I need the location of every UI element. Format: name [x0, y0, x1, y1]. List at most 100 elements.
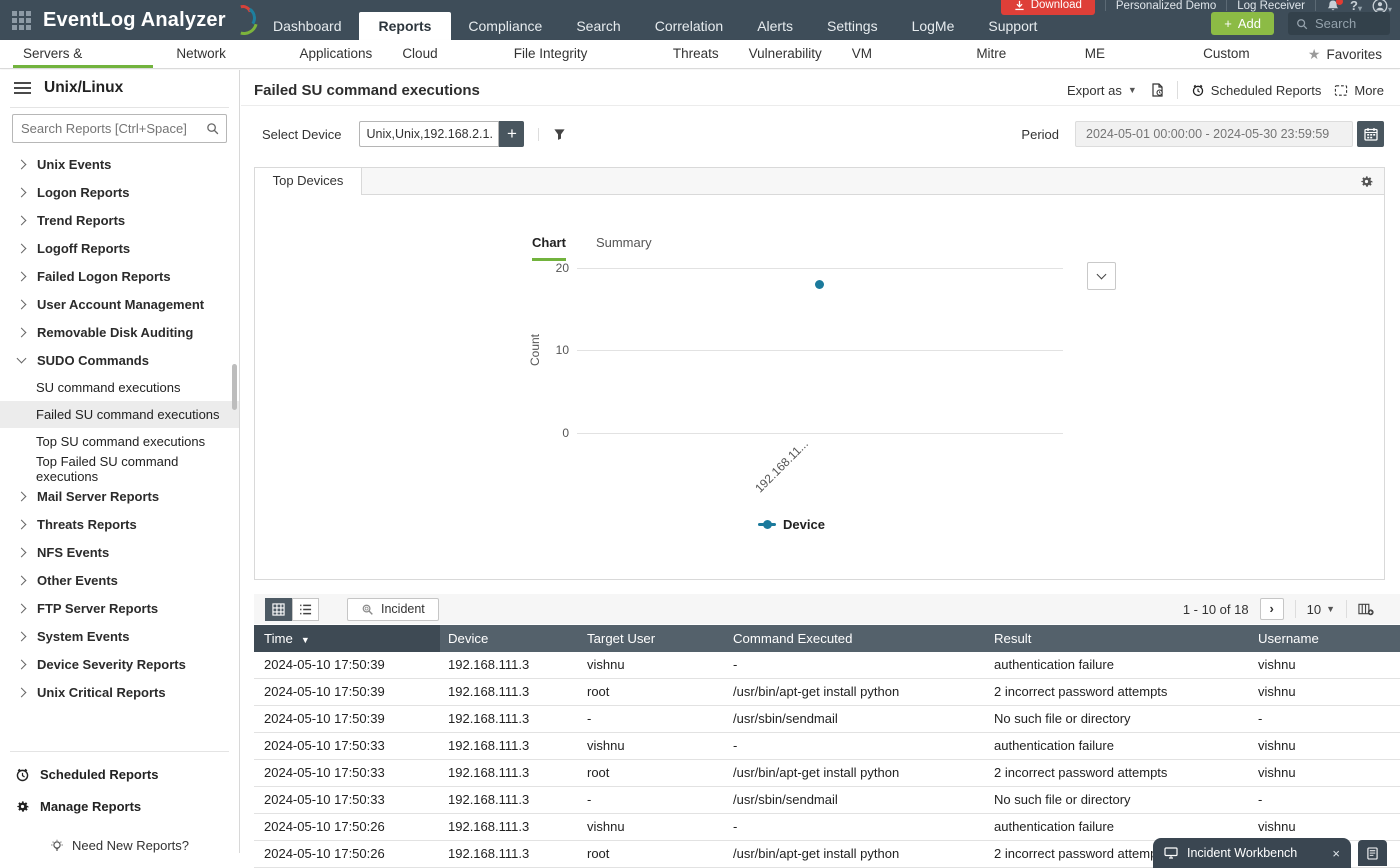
download-button[interactable]: Download	[1000, 0, 1095, 15]
sort-desc-icon: ▼	[300, 635, 310, 645]
sidebar-scrollbar[interactable]	[232, 364, 237, 410]
column-header-username[interactable]: Username	[1258, 631, 1319, 646]
subnav-applications[interactable]: Applications	[299, 46, 373, 61]
sidebar-item-failed-su-command-executions[interactable]: Failed SU command executions	[0, 401, 239, 428]
subnav-file-integrity-monitoring[interactable]: File Integrity Monitoring	[513, 46, 588, 88]
subnav-vm-management[interactable]: VM Management	[851, 46, 931, 88]
table-row[interactable]: 2024-05-10 17:50:33 192.168.111.3 root/usr…	[254, 760, 1400, 787]
need-new-reports-link[interactable]: Need New Reports?	[0, 838, 239, 853]
subnav-vulnerability[interactable]: Vulnerability	[748, 46, 822, 61]
calendar-button[interactable]	[1357, 121, 1384, 147]
table-row[interactable]: 2024-05-10 17:50:33 192.168.111.3-/usr/sb…	[254, 787, 1400, 814]
sidebar-item-ftp-server-reports[interactable]: FTP Server Reports	[0, 594, 239, 622]
sidebar-item-removable-disk-auditing[interactable]: Removable Disk Auditing	[0, 318, 239, 346]
filter-funnel-icon[interactable]	[538, 127, 566, 141]
subnav-mitre-attck[interactable]: Mitre ATT&CK	[976, 46, 1028, 88]
nav-dashboard[interactable]: Dashboard	[273, 18, 342, 34]
period-input[interactable]	[1075, 121, 1353, 147]
column-header-time[interactable]: Time ▼	[264, 631, 310, 646]
sidebar-scheduled-reports[interactable]: Scheduled Reports	[0, 760, 239, 788]
scheduled-reports-button[interactable]: Scheduled Reports	[1191, 83, 1321, 98]
subnav-servers-workstation[interactable]: Servers & Workstation	[8, 40, 161, 88]
subnav-custom-reports[interactable]: Custom Reports	[1203, 46, 1250, 88]
column-header-command-executed[interactable]: Command Executed	[733, 631, 853, 646]
column-header-target-user[interactable]: Target User	[587, 631, 656, 646]
sidebar-item-device-severity-reports[interactable]: Device Severity Reports	[0, 650, 239, 678]
add-device-button[interactable]: +	[499, 121, 525, 147]
apps-grid-icon[interactable]	[12, 10, 31, 30]
export-history-icon[interactable]	[1150, 83, 1164, 97]
search-icon[interactable]	[206, 122, 219, 135]
device-select-input[interactable]	[359, 121, 500, 147]
column-header-device[interactable]: Device	[448, 631, 489, 646]
table-row[interactable]: 2024-05-10 17:50:39 192.168.111.3 root/usr…	[254, 679, 1400, 706]
favorites-button[interactable]: ★ Favorites	[1307, 45, 1382, 62]
chart-options-dropdown[interactable]	[1087, 262, 1116, 290]
subnav-network-devices[interactable]: Network Devices	[176, 46, 226, 88]
sidebar-item-other-events[interactable]: Other Events	[0, 566, 239, 594]
sidebar-item-system-events[interactable]: System Events	[0, 622, 239, 650]
sidebar-item-trend-reports[interactable]: Trend Reports	[0, 206, 239, 234]
chart-legend-device[interactable]: Device	[758, 517, 825, 532]
sidebar-item-logoff-reports[interactable]: Logoff Reports	[0, 234, 239, 262]
subnav-me-applications[interactable]: ME Applications	[1084, 46, 1158, 88]
table-row[interactable]: 2024-05-10 17:50:39 192.168.111.3 vishnu - a…	[254, 652, 1400, 679]
tab-summary[interactable]: Summary	[595, 235, 652, 250]
personalized-demo-link[interactable]: Personalized Demo	[1115, 0, 1217, 12]
nav-right-tools: + Add Search	[1211, 12, 1390, 35]
more-button[interactable]: More	[1334, 83, 1384, 98]
export-as-button[interactable]: Export as ▼	[1066, 82, 1137, 98]
help-icon[interactable]: ? ▾	[1350, 0, 1362, 13]
sidebar-item-nfs-events[interactable]: NFS Events	[0, 538, 239, 566]
sidebar-item-mail-server-reports[interactable]: Mail Server Reports	[0, 482, 239, 510]
tab-top-devices[interactable]: Top Devices	[255, 168, 362, 195]
sidebar-item-su-command-executions[interactable]: SU command executions	[36, 380, 181, 395]
nav-reports[interactable]: Reports	[358, 12, 452, 40]
sidebar-manage-reports[interactable]: Manage Reports	[0, 792, 239, 820]
sidebar-item-threats-reports[interactable]: Threats Reports	[0, 510, 239, 538]
chevron-down-icon	[1096, 269, 1107, 280]
chevron-right-icon	[16, 547, 27, 557]
table-row[interactable]: 2024-05-10 17:50:39 192.168.111.3-/usr/sb…	[254, 706, 1400, 733]
notifications-bell-icon[interactable]	[1326, 0, 1344, 13]
subnav-threats[interactable]: Threats	[672, 46, 719, 61]
app-brand: EventLog Analyzer	[12, 1, 263, 41]
nav-settings[interactable]: Settings	[826, 18, 878, 34]
chart-data-point[interactable]	[815, 280, 824, 289]
nav-logme[interactable]: LogMe	[911, 18, 955, 34]
tab-chart[interactable]: Chart	[532, 235, 566, 261]
sidebar-collapse-icon[interactable]	[14, 82, 31, 94]
nav-compliance[interactable]: Compliance	[468, 18, 543, 34]
sidebar-item-top-su-command-executions[interactable]: Top SU command executions	[36, 434, 206, 449]
log-receiver-link[interactable]: Log Receiver	[1237, 0, 1306, 12]
global-search-input[interactable]: Search	[1288, 12, 1390, 35]
column-header-result[interactable]: Result	[994, 631, 1032, 646]
grid-view-button[interactable]	[265, 597, 292, 621]
panel-settings-gear-icon[interactable]	[1359, 174, 1374, 194]
sidebar-item-sudo-commands[interactable]: SUDO Commands	[0, 346, 239, 374]
nav-search[interactable]: Search	[576, 18, 621, 34]
sidebar-item-logon-reports[interactable]: Logon Reports	[0, 178, 239, 206]
sidebar-item-unix-events[interactable]: Unix Events	[0, 150, 239, 178]
add-button[interactable]: + Add	[1211, 12, 1274, 35]
close-icon[interactable]: ×	[1332, 845, 1340, 861]
report-search-input[interactable]	[13, 121, 206, 136]
add-column-button[interactable]	[1358, 602, 1374, 616]
incident-workbench-bar[interactable]: Incident Workbench ×	[1153, 838, 1351, 868]
nav-support[interactable]: Support	[988, 18, 1038, 34]
report-category-list: Unix Events Logon Reports Trend Reports …	[0, 150, 239, 706]
table-row[interactable]: 2024-05-10 17:50:33 192.168.111.3 vishnu - a…	[254, 733, 1400, 760]
subnav-cloud-sources[interactable]: Cloud Sources	[402, 46, 452, 88]
sidebar-item-top-failed-su-command-executions[interactable]: Top Failed SU command executions	[36, 453, 179, 484]
page-size-dropdown[interactable]: 10 ▼	[1306, 601, 1335, 617]
sidebar-item-user-account-management[interactable]: User Account Management	[0, 290, 239, 318]
list-view-button[interactable]	[292, 597, 319, 621]
table-row[interactable]: 2024-05-10 17:50:26 192.168.111.3 vishnu - a…	[254, 814, 1400, 841]
log-panel-button[interactable]	[1358, 840, 1387, 866]
sidebar-item-unix-critical-reports[interactable]: Unix Critical Reports	[0, 678, 239, 706]
next-page-button[interactable]: ›	[1259, 598, 1284, 620]
sidebar-item-failed-logon-reports[interactable]: Failed Logon Reports	[0, 262, 239, 290]
nav-correlation[interactable]: Correlation	[654, 18, 724, 34]
incident-button[interactable]: Incident	[347, 597, 439, 621]
nav-alerts[interactable]: Alerts	[757, 18, 793, 34]
